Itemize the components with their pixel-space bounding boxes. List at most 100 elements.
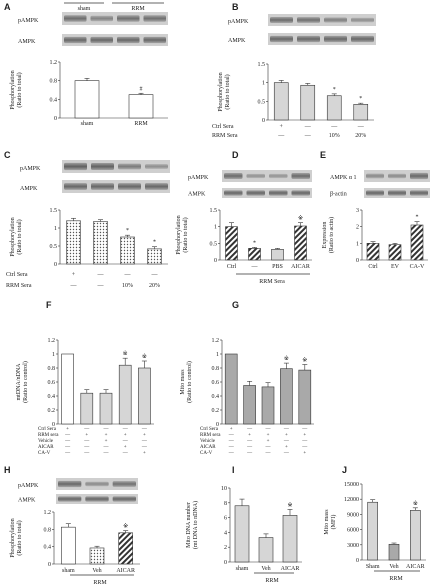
condition-cell: 20%: [355, 133, 366, 139]
y-axis-title: Expression(Ratio to actin): [322, 217, 335, 253]
y-tick-label: 9000: [347, 512, 359, 518]
blot-band: [297, 17, 320, 23]
western-blot: pAMPK AMPK: [188, 170, 312, 198]
bar: [258, 537, 274, 563]
blot-strip: [62, 34, 168, 46]
blot-band: [64, 36, 87, 44]
significance-mark: *: [333, 87, 336, 93]
group-label: RRM: [131, 6, 145, 12]
y-tick-label: 0: [52, 422, 55, 428]
bar: [147, 248, 162, 265]
blot-band: [118, 163, 141, 170]
condition-cell: —: [70, 283, 78, 289]
y-axis-title-line: (Ratio to control): [186, 361, 193, 403]
bar: [410, 510, 421, 561]
condition-cell: —: [64, 439, 71, 444]
bar: [273, 82, 289, 121]
y-tick-label: 0.4: [50, 97, 58, 103]
y-tick-label: 0.5: [50, 244, 58, 250]
bar: [118, 532, 133, 565]
bar: [66, 220, 81, 265]
y-tick-label: 0.4: [48, 394, 56, 400]
bar: [298, 369, 312, 425]
significance-mark: ※: [123, 350, 128, 357]
panel-letter: B: [232, 2, 239, 12]
blot-band: [64, 15, 87, 22]
y-tick-label: 1: [262, 81, 265, 87]
y-tick-label: 1.2: [44, 510, 52, 516]
bar: [271, 249, 284, 261]
group-label: RRM: [93, 580, 107, 586]
y-tick-label: 0.6: [48, 380, 56, 386]
blot-band: [64, 183, 87, 190]
condition-cell: —: [64, 445, 71, 450]
panel-letter: F: [46, 300, 52, 310]
blot-label: AMPK: [188, 192, 206, 198]
condition-cell: —: [103, 427, 110, 432]
x-tick-label: sham: [81, 121, 94, 127]
condition-cell: —: [246, 439, 253, 444]
y-tick-label: 2: [356, 225, 359, 231]
y-axis-title: Phosphorylation(Ratio to total): [218, 72, 231, 111]
condition-cell: —: [97, 272, 105, 278]
y-tick-label: 1.2: [48, 338, 56, 344]
x-tick-label: RRM: [134, 121, 148, 127]
group-label: RRM: [389, 576, 403, 582]
blot-band: [145, 164, 168, 169]
condition-cell: +: [285, 445, 288, 450]
condition-cell: —: [277, 133, 285, 139]
blot-label: AMPK α 1: [330, 175, 356, 181]
y-tick-label: 0: [216, 422, 219, 428]
bar: [410, 224, 424, 261]
bar: [353, 104, 369, 121]
significance-mark: *: [359, 96, 362, 102]
y-tick-label: 0.8: [48, 366, 56, 372]
x-tick-label: AICAR: [291, 264, 310, 270]
blot-band: [388, 173, 406, 179]
y-axis-title: Phosphorylation(Ratio to total): [176, 215, 189, 254]
y-axis-title-line: Phosphorylation: [10, 70, 16, 109]
blot-band: [324, 35, 347, 43]
y-axis-title: Phosphorylation(Ratio to total): [10, 518, 23, 557]
blot-band: [246, 173, 265, 179]
significance-mark: ※: [284, 355, 289, 362]
condition-row-label: Ctrl Sera: [38, 427, 57, 432]
y-axis-title-line: Phosphorylation: [176, 215, 182, 254]
condition-cell: 10%: [122, 283, 133, 289]
bar: [224, 353, 238, 425]
condition-cell: —: [301, 427, 308, 432]
y-tick-label: 15000: [344, 482, 359, 488]
bar: [367, 501, 378, 561]
x-tick-label: PBS: [272, 264, 283, 270]
blot-band: [143, 15, 166, 22]
y-tick-label: 3: [356, 208, 359, 214]
blot-band: [270, 16, 293, 24]
condition-cell: —: [265, 451, 272, 456]
condition-cell: +: [85, 433, 88, 438]
y-tick-label: 6000: [347, 528, 359, 534]
blot-strip: [222, 188, 312, 198]
y-axis-title-line: Mito DNA number: [186, 502, 192, 548]
condition-row-label: AICAR: [38, 445, 54, 450]
blot-band: [118, 183, 141, 190]
blot-band: [90, 36, 113, 44]
y-axis-title-line: Phosphorylation: [10, 217, 16, 256]
bar: [138, 367, 151, 425]
y-tick-label: 8: [224, 501, 227, 507]
y-axis-title-line: Mito mass: [324, 509, 330, 535]
panel-e: E AMPK α 1 β-actin 0 1 2 3 Expression(Ratio to …: [320, 150, 430, 270]
blot-strip: [62, 180, 170, 193]
condition-table: Ctrl Sera + — — — RRM Sera — — 10% 20%: [6, 272, 160, 289]
condition-cell: +: [143, 433, 146, 438]
y-tick-label: 1: [214, 225, 217, 231]
condition-cell: —: [304, 133, 312, 139]
bar-chart: 0 2 4 6 8 10 Mito DNA number(mt DNA to nDNA) sh…: [186, 486, 302, 572]
y-axis-title-line: (Ratio to total): [16, 72, 23, 107]
condition-cell: —: [83, 427, 90, 432]
condition-cell: +: [72, 272, 76, 278]
condition-cell: —: [301, 439, 308, 444]
condition-cell: +: [124, 445, 127, 450]
